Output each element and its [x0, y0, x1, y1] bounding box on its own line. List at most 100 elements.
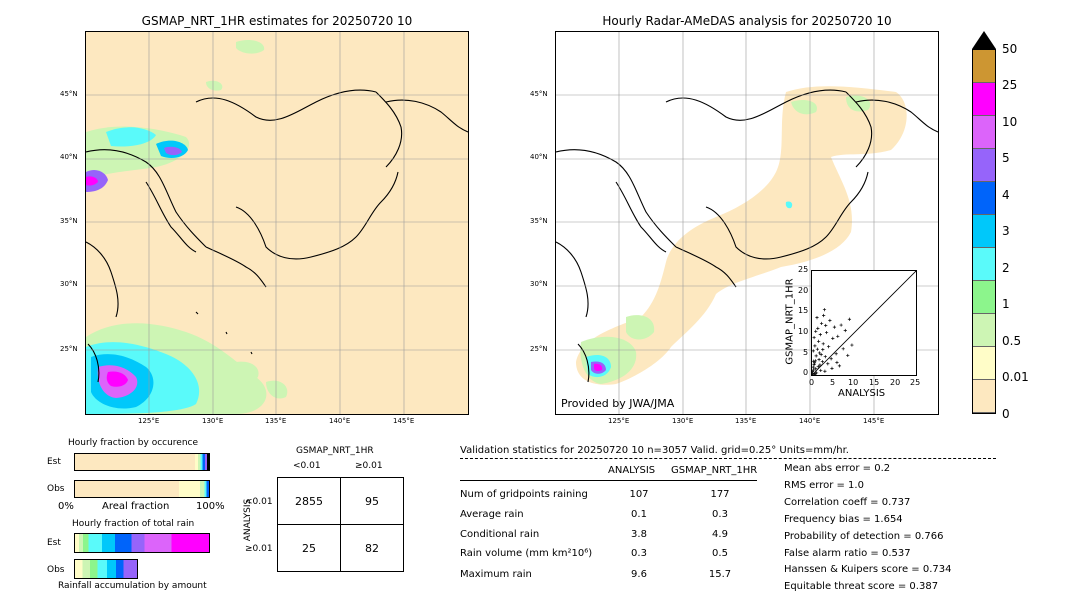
- scatter-ytick-10: 10: [798, 327, 809, 336]
- colorbar-label-0.01: 0.01: [1002, 370, 1029, 384]
- colorbar-segment: [973, 50, 995, 83]
- occurrence-axis-right: 100%: [196, 501, 225, 512]
- colorbar-label-1: 1: [1002, 297, 1010, 311]
- colorbar-label-2: 2: [1002, 261, 1010, 275]
- scatter-point: [847, 317, 852, 321]
- colorbar-label-25: 25: [1002, 78, 1018, 92]
- scatter-point: [816, 326, 820, 331]
- validation-col-gsmap: GSMAP_NRT_1HR: [671, 465, 758, 476]
- total-rain-row-est: Est: [47, 538, 61, 548]
- scatter-plot: [810, 270, 917, 377]
- colorbar-label-0.5: 0.5: [1002, 334, 1022, 348]
- left-lat-40: 40°N: [60, 153, 78, 161]
- colorbar-label-3: 3: [1002, 224, 1010, 238]
- validation-header-rule: [460, 458, 996, 459]
- scatter-point: [815, 347, 820, 351]
- validation-row-label: Maximum rain: [460, 569, 532, 580]
- colorbar-segment: [973, 248, 995, 281]
- contingency-row-lt: <0.01: [245, 497, 273, 507]
- scatter-xtick-25: 25: [910, 378, 921, 387]
- scatter-point: [839, 323, 843, 327]
- scatter-point: [819, 321, 824, 326]
- occurrence-bar-est: [74, 453, 210, 471]
- validation-row-analysis: 0.3: [631, 548, 647, 559]
- scatter-point: [810, 370, 815, 374]
- occurrence-axis-label: Areal fraction: [102, 501, 170, 512]
- scatter-point: [841, 347, 845, 351]
- occurrence-row-est: Est: [47, 457, 61, 467]
- occurrence-obs-rain-fraction: [179, 481, 209, 497]
- occurrence-est-rain-fraction: [195, 454, 209, 470]
- scatter-point: [812, 335, 816, 340]
- colorbar-segment: [973, 83, 995, 116]
- scatter-point: [811, 372, 815, 376]
- scatter-point: [815, 315, 819, 320]
- occurrence-bar-obs: [74, 480, 210, 498]
- contingency-row-ge: ≥0.01: [245, 544, 273, 554]
- scatter-point: [812, 368, 816, 372]
- right-lon-135: 135°E: [735, 417, 757, 425]
- left-lon-125: 125°E: [138, 417, 160, 425]
- contingency-col-ge: ≥0.01: [355, 461, 383, 471]
- scatter-xtick-0: 0: [809, 378, 815, 387]
- scatter-ytick-15: 15: [798, 306, 809, 315]
- colorbar-segment: [973, 149, 995, 182]
- contingency-cell-nn: 2855: [277, 477, 341, 525]
- scatter-point: [817, 358, 821, 362]
- validation-row-gsmap: 4.9: [712, 529, 728, 540]
- score-frequency-bias: Frequency bias = 1.654: [784, 514, 903, 525]
- contingency-title: GSMAP_NRT_1HR: [296, 446, 374, 456]
- left-map-canvas: [86, 32, 468, 414]
- total-rain-bar-obs: [74, 559, 138, 579]
- right-coastlines: [556, 89, 938, 383]
- scatter-point: [834, 352, 838, 356]
- colorbar-segment: [973, 281, 995, 314]
- occurrence-row-obs: Obs: [47, 484, 65, 494]
- colorbar-segments: [972, 49, 996, 414]
- validation-row-analysis: 9.6: [631, 569, 647, 580]
- scatter-point: [814, 329, 818, 333]
- left-map-title: GSMAP_NRT_1HR estimates for 20250720 10: [141, 14, 413, 28]
- scatter-diagonal: [811, 270, 917, 376]
- score-mae: Mean abs error = 0.2: [784, 463, 891, 474]
- validation-row-gsmap: 0.3: [712, 509, 728, 520]
- colorbar-segment: [973, 182, 995, 215]
- colorbar-label-10: 10: [1002, 115, 1018, 129]
- scatter-point: [835, 360, 839, 365]
- right-lon-125: 125°E: [608, 417, 630, 425]
- scatter-point: [831, 336, 835, 340]
- right-lat-45: 45°N: [530, 90, 548, 98]
- scatter-point: [813, 359, 817, 363]
- validation-row-label: Num of gridpoints raining: [460, 489, 588, 500]
- left-map: [85, 31, 469, 415]
- scatter-point: [814, 354, 818, 358]
- right-lat-35: 35°N: [530, 217, 548, 225]
- score-ets: Equitable threat score = 0.387: [784, 581, 939, 592]
- scatter-point: [812, 361, 817, 365]
- scatter-point: [817, 339, 821, 343]
- scatter-ytick-20: 20: [798, 286, 809, 295]
- colorbar: [972, 30, 996, 414]
- validation-row-label: Average rain: [460, 509, 524, 520]
- colorbar-label-5: 5: [1002, 151, 1010, 165]
- scatter-point: [846, 353, 850, 358]
- validation-row-analysis: 3.8: [631, 529, 647, 540]
- total-rain-caption: Rainfall accumulation by amount: [58, 581, 207, 591]
- occurrence-axis-left: 0%: [58, 501, 74, 512]
- colorbar-label-0: 0: [1002, 407, 1010, 421]
- contingency-cell-yy: 82: [340, 524, 404, 572]
- colorbar-labels: 0 0.01 0.5 1 2 3 4 5 10 25 50: [972, 30, 1052, 421]
- scatter-point: [832, 325, 837, 329]
- validation-row-label: Conditional rain: [460, 529, 540, 540]
- right-map-title: Hourly Radar-AMeDAS analysis for 2025072…: [602, 14, 892, 28]
- right-lat-30: 30°N: [530, 280, 548, 288]
- colorbar-segment: [973, 314, 995, 347]
- scatter-point: [812, 363, 816, 367]
- scatter-point: [823, 369, 827, 373]
- scatter-point: [820, 360, 824, 364]
- right-lon-130: 130°E: [672, 417, 694, 425]
- colorbar-label-50: 50: [1002, 42, 1018, 56]
- scatter-xtick-5: 5: [830, 378, 836, 387]
- validation-header: Validation statistics for 20250720 10 n=…: [460, 445, 849, 456]
- left-lat-30: 30°N: [60, 280, 78, 288]
